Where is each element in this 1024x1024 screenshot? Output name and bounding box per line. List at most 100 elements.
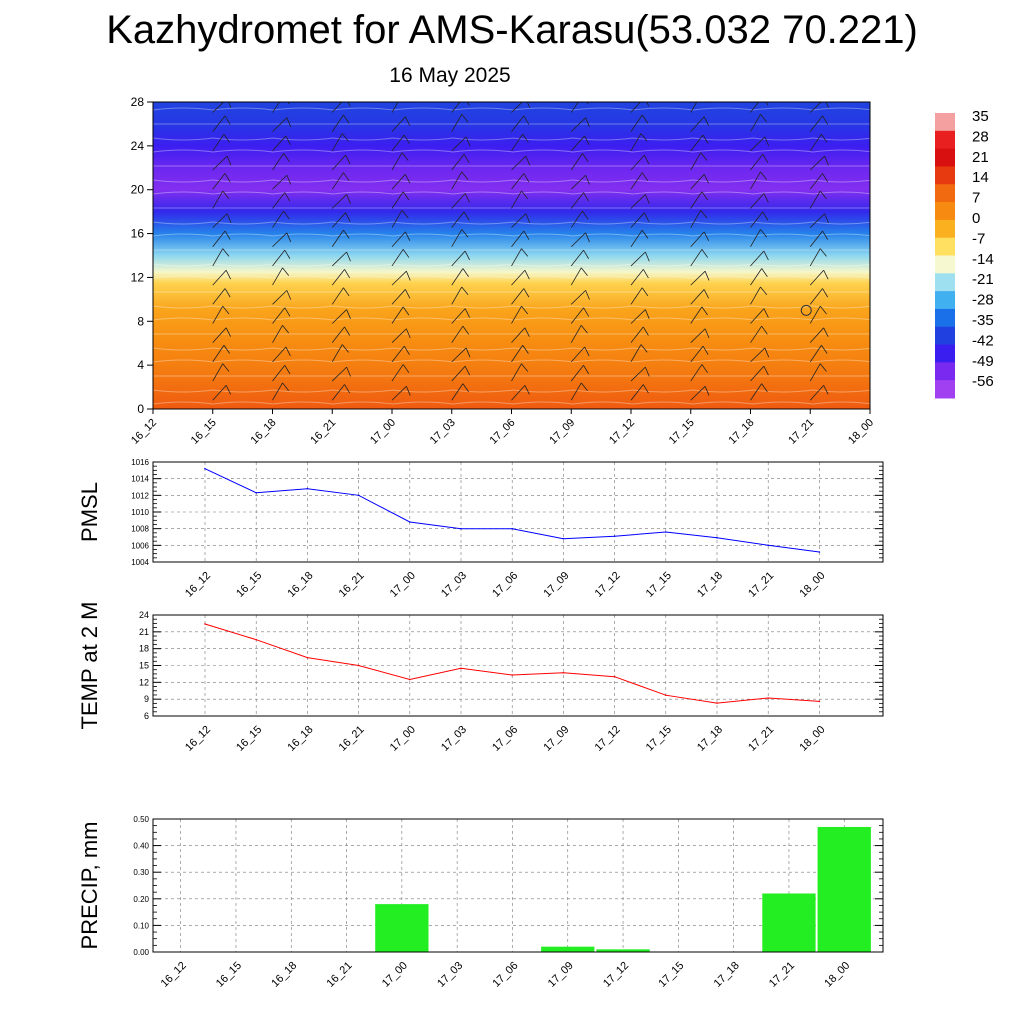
wind-barb-feather bbox=[704, 328, 710, 339]
wind-barb bbox=[750, 347, 766, 363]
wind-barb bbox=[630, 366, 646, 382]
y-tick-label: 18 bbox=[139, 644, 149, 654]
y-tick-label: 0.00 bbox=[133, 948, 149, 957]
x-tick-label: 17_09 bbox=[541, 724, 571, 754]
data-point bbox=[716, 537, 718, 539]
wind-barb-feather bbox=[763, 365, 769, 376]
contour-line bbox=[153, 107, 870, 111]
x-tick-label: 17_18 bbox=[727, 417, 757, 447]
wind-barb bbox=[272, 290, 288, 305]
data-point bbox=[818, 551, 821, 553]
wind-barb bbox=[391, 249, 404, 267]
wind-barb bbox=[630, 172, 643, 190]
wind-barb-feather bbox=[345, 212, 351, 222]
y-tick-label: 28 bbox=[131, 95, 145, 109]
wind-barb-feather bbox=[880, 325, 886, 333]
wind-barb bbox=[391, 102, 399, 113]
wind-barb bbox=[451, 114, 463, 132]
wind-barb-feather bbox=[583, 365, 590, 375]
wind-barb bbox=[869, 361, 870, 362]
colorbar-label: -28 bbox=[972, 292, 994, 309]
contour-line bbox=[153, 221, 870, 225]
wind-barb bbox=[809, 230, 823, 247]
wind-barb-feather bbox=[402, 249, 410, 258]
x-tick-label: 17_03 bbox=[439, 570, 469, 600]
y-tick-label: 15 bbox=[139, 661, 149, 671]
wind-barb-feather bbox=[880, 268, 886, 276]
wind-barb bbox=[570, 135, 585, 152]
wind-barb-feather bbox=[526, 102, 531, 108]
wind-barb-feather bbox=[523, 173, 530, 183]
wind-barb bbox=[690, 345, 704, 363]
wind-barb bbox=[869, 188, 870, 190]
wind-barb bbox=[212, 327, 227, 343]
wind-barb bbox=[331, 133, 343, 151]
data-point bbox=[562, 671, 565, 674]
contour-line bbox=[153, 317, 870, 321]
wind-barb bbox=[511, 269, 526, 286]
wind-barb bbox=[690, 289, 705, 305]
wind-barb bbox=[391, 174, 406, 190]
y-tick-label: 0.10 bbox=[133, 921, 149, 930]
wind-barb bbox=[809, 133, 822, 152]
data-point bbox=[204, 623, 206, 625]
data-point bbox=[767, 544, 769, 547]
wind-barb bbox=[690, 231, 705, 247]
wind-barb-feather bbox=[344, 326, 351, 336]
x-tick-label: 17_21 bbox=[767, 960, 797, 990]
wind-barb-feather bbox=[700, 209, 708, 219]
wind-barb-feather bbox=[222, 190, 230, 200]
wind-barb-feather bbox=[463, 211, 470, 221]
wind-barb bbox=[630, 102, 641, 113]
wind-barb bbox=[331, 102, 343, 113]
wind-barb bbox=[869, 399, 870, 401]
wind-barb-feather bbox=[883, 136, 888, 145]
wind-barb-feather bbox=[580, 382, 588, 391]
bar bbox=[541, 946, 595, 952]
wind-barb-feather bbox=[641, 229, 649, 239]
wind-barb-feather bbox=[343, 114, 350, 124]
wind-barb bbox=[212, 345, 225, 363]
wind-barb bbox=[331, 194, 347, 209]
wind-barb bbox=[809, 248, 821, 267]
colorbar-segment bbox=[935, 326, 955, 346]
y-tick-label: 8 bbox=[137, 314, 144, 328]
wind-barb bbox=[511, 213, 527, 228]
data-point bbox=[204, 467, 206, 470]
wind-barb-feather bbox=[760, 114, 768, 123]
colorbar-segment bbox=[935, 380, 955, 399]
colorbar-label: 0 bbox=[972, 210, 980, 227]
colorbar-label: -35 bbox=[972, 312, 994, 329]
wind-barb-feather bbox=[760, 229, 768, 238]
wind-barb-feather bbox=[822, 115, 829, 125]
wind-barb-feather bbox=[703, 289, 709, 299]
wind-barb-feather bbox=[346, 194, 351, 204]
wind-barb bbox=[809, 190, 821, 209]
wind-barb bbox=[391, 134, 405, 152]
wind-barb bbox=[809, 269, 824, 286]
colorbar-label: 28 bbox=[972, 128, 989, 145]
wind-barb bbox=[451, 383, 464, 401]
wind-barb bbox=[570, 249, 584, 267]
wind-barb bbox=[212, 230, 226, 247]
x-tick-label: 17_18 bbox=[712, 960, 742, 990]
wind-barb bbox=[391, 210, 403, 228]
wind-barb bbox=[331, 326, 345, 343]
wind-barb-feather bbox=[525, 155, 531, 166]
data-point bbox=[665, 694, 667, 697]
wind-barb bbox=[511, 133, 524, 152]
wind-barb bbox=[809, 385, 824, 401]
wind-barb-feather bbox=[284, 307, 291, 317]
wind-barb bbox=[690, 152, 702, 171]
y-tick-label: 1006 bbox=[131, 541, 149, 550]
wind-barb-feather bbox=[222, 248, 230, 257]
wind-barb bbox=[272, 307, 286, 324]
wind-barb bbox=[451, 229, 463, 247]
data-point bbox=[562, 537, 565, 540]
wind-barb bbox=[331, 384, 345, 401]
wind-barb bbox=[331, 114, 344, 132]
wind-barb bbox=[212, 173, 226, 190]
y-axis-label: PMSL bbox=[77, 482, 102, 542]
wind-barb-feather bbox=[642, 269, 649, 279]
wind-barb-feather bbox=[821, 345, 828, 354]
